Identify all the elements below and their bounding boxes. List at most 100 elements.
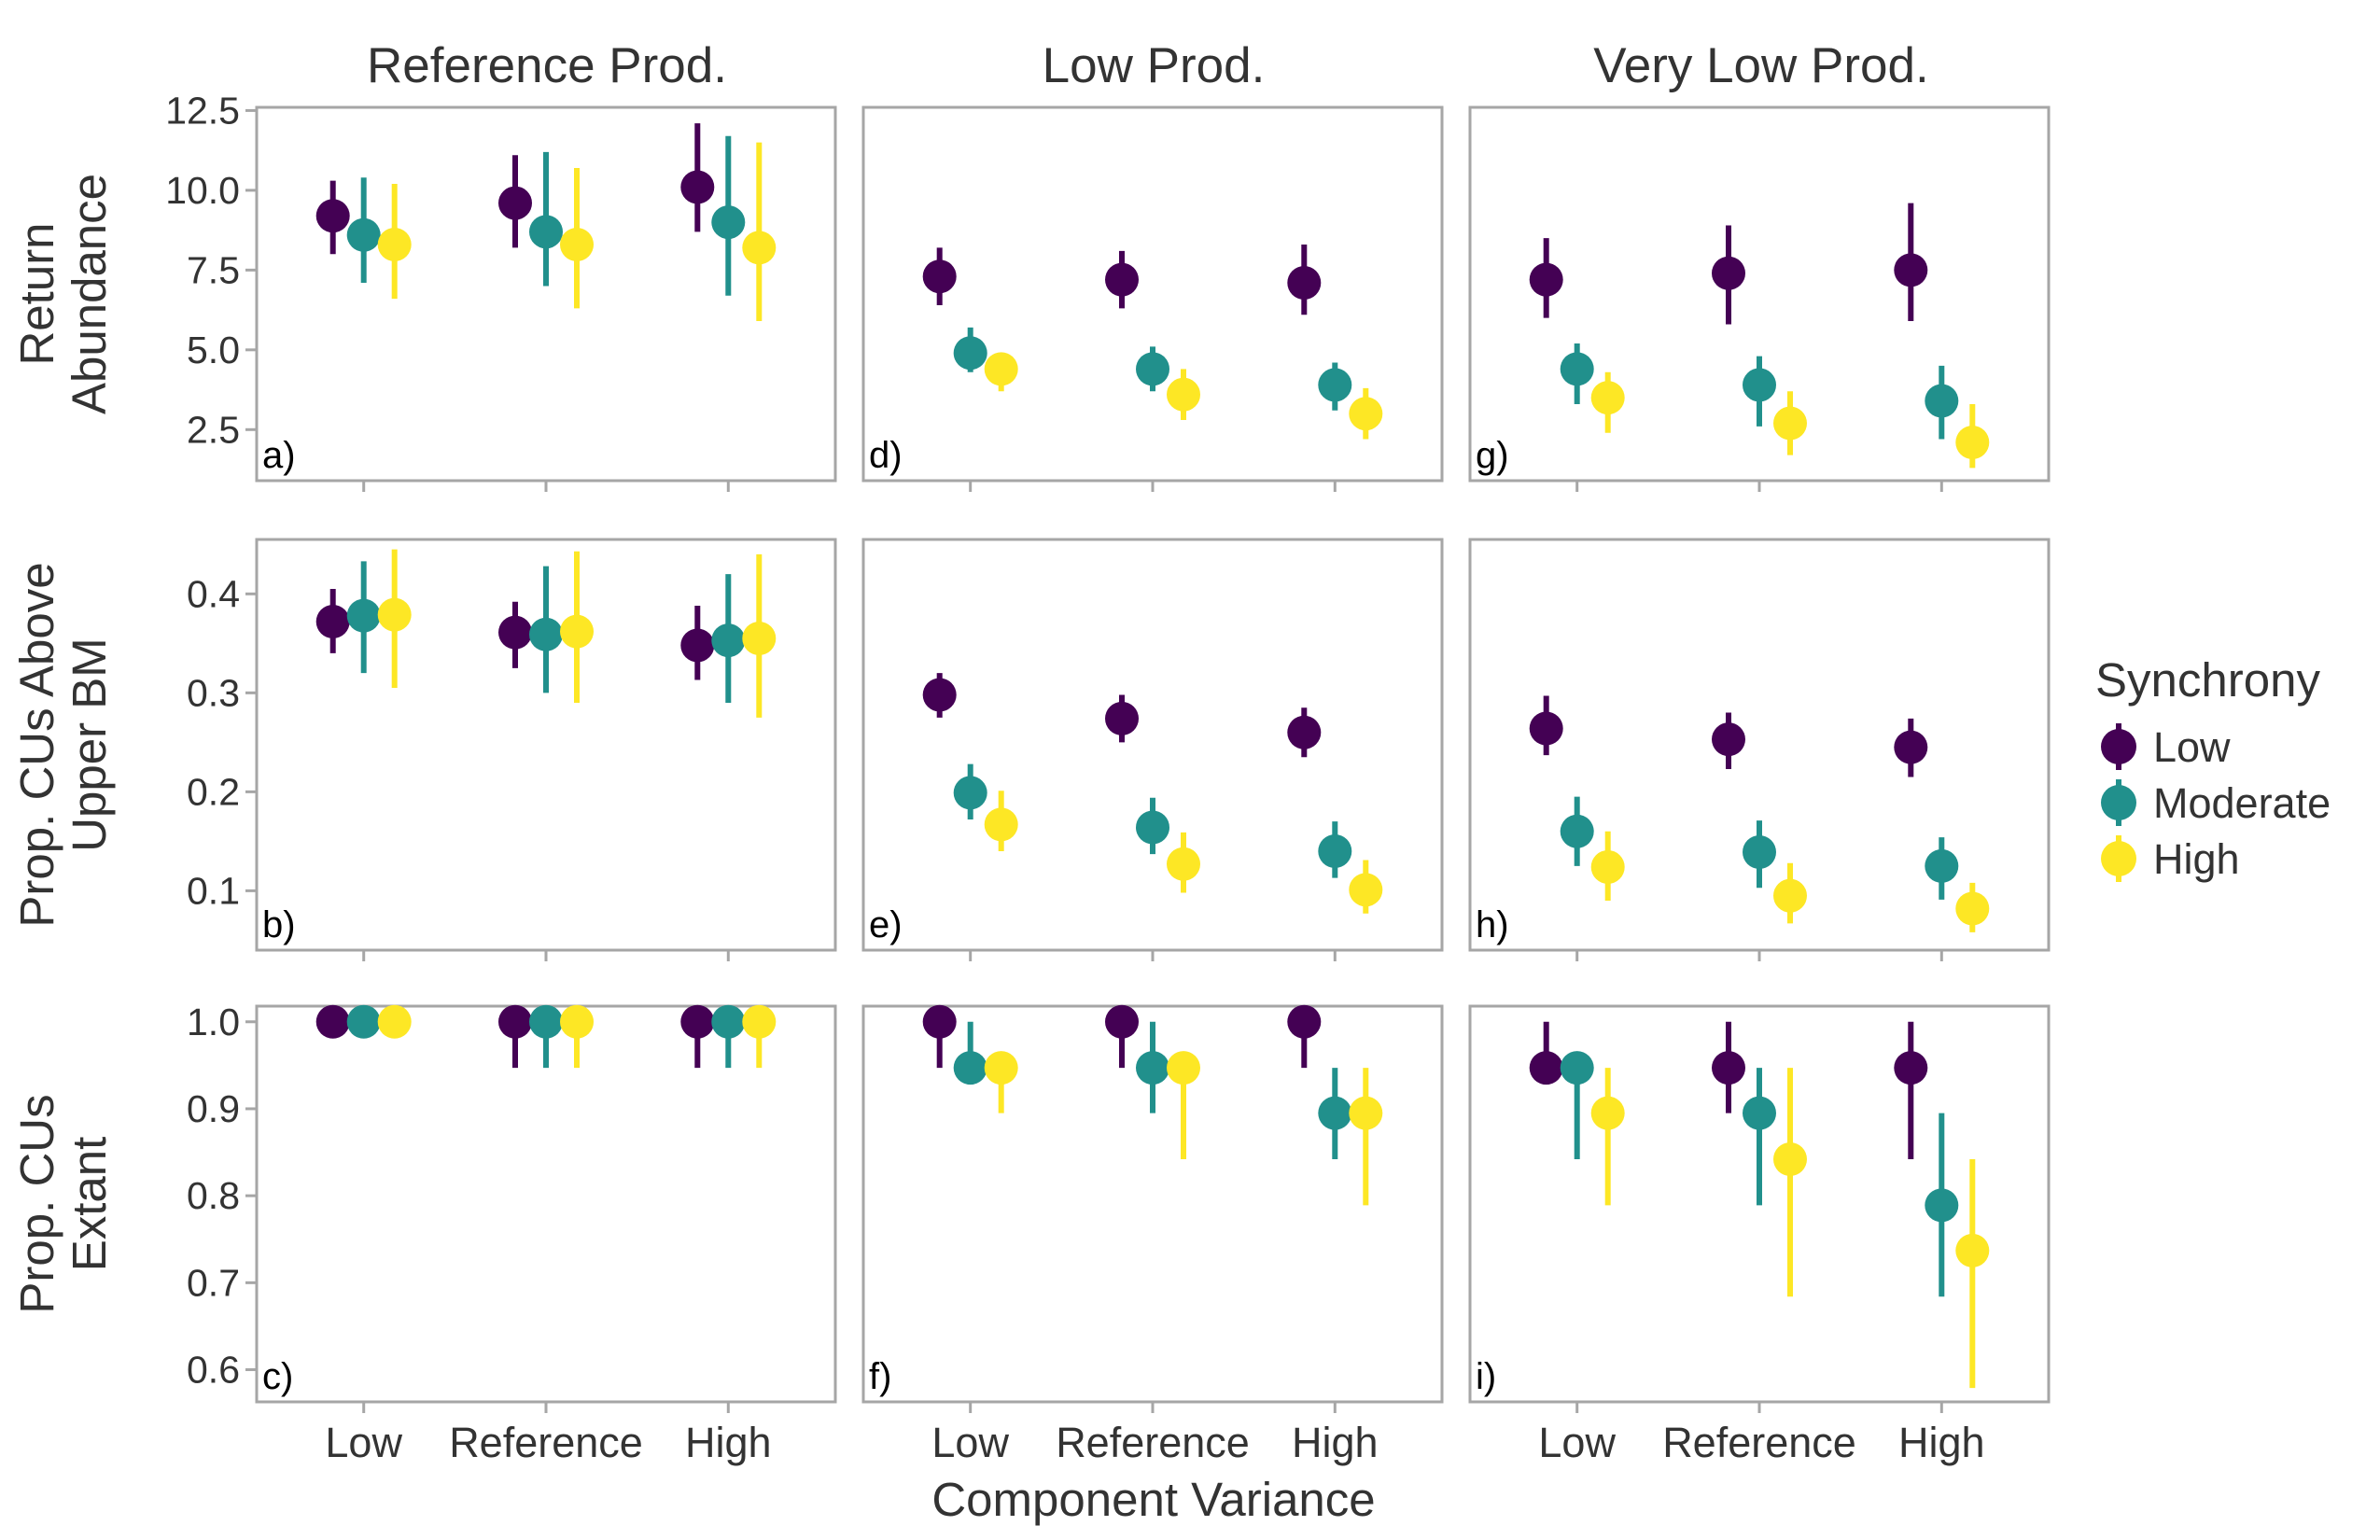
data-point-low xyxy=(1105,701,1139,735)
data-point-moderate xyxy=(346,598,381,633)
data-point-high xyxy=(377,1004,412,1039)
data-point-moderate xyxy=(529,215,563,249)
y-axis-title-row-2: Prop. CUs AboveUpper BM xyxy=(10,562,116,927)
facet-label: i) xyxy=(1476,1356,1496,1397)
data-point-moderate xyxy=(346,1004,381,1039)
facet-label: f) xyxy=(869,1356,891,1397)
y-tick-label: 0.4 xyxy=(187,572,240,615)
column-header-low-prod: Low Prod. xyxy=(1043,38,1266,93)
data-point-low xyxy=(1287,266,1322,301)
data-point-low xyxy=(1105,262,1139,297)
data-point-low xyxy=(498,615,532,650)
facet-b: b) xyxy=(262,549,777,945)
facet-d: d) xyxy=(869,245,1383,476)
data-point-low xyxy=(315,605,350,638)
data-point-moderate xyxy=(1318,368,1352,402)
facet-label: d) xyxy=(869,435,903,476)
data-point-moderate xyxy=(1318,1096,1352,1130)
data-point-high xyxy=(984,1051,1018,1085)
x-tick-label-high: High xyxy=(1292,1419,1379,1466)
data-point-high xyxy=(1590,381,1625,415)
y-tick-label: 2.5 xyxy=(187,408,240,451)
data-point-moderate xyxy=(711,1004,746,1039)
y-tick-label: 0.1 xyxy=(187,869,240,912)
data-point-high xyxy=(1349,873,1383,907)
y-tick-label: 10.0 xyxy=(165,169,240,212)
data-point-low xyxy=(1894,730,1928,764)
y-tick-label: 0.3 xyxy=(187,671,240,714)
facet-f: f) xyxy=(869,1004,1383,1397)
y-tick-label: 0.2 xyxy=(187,770,240,813)
y-tick-label: 7.5 xyxy=(187,248,240,291)
panel-frame xyxy=(1468,538,2051,952)
facet-c: c) xyxy=(262,1004,777,1397)
y-tick-label: 1.0 xyxy=(187,1001,240,1043)
column-header-reference-prod: Reference Prod. xyxy=(367,38,727,93)
x-axis-title: Component Variance xyxy=(931,1473,1375,1526)
data-point-low xyxy=(1287,715,1322,749)
x-tick-label-low: Low xyxy=(325,1419,402,1466)
data-point-high xyxy=(1167,1051,1200,1085)
data-point-moderate xyxy=(1560,1051,1594,1085)
data-point-low xyxy=(1712,722,1745,757)
data-point-low xyxy=(1287,1004,1322,1039)
data-point-moderate xyxy=(346,217,381,252)
data-point-high xyxy=(984,807,1018,842)
data-point-high xyxy=(377,228,412,262)
data-point-low xyxy=(1529,262,1563,297)
y-tick-label: 0.7 xyxy=(187,1261,240,1304)
data-point-high xyxy=(1955,891,1990,926)
data-point-low xyxy=(680,628,715,663)
data-point-high xyxy=(1167,377,1200,412)
data-point-high xyxy=(560,228,594,262)
data-point-moderate xyxy=(1925,384,1959,418)
facet-label: h) xyxy=(1476,904,1509,945)
data-point-low xyxy=(1712,256,1745,290)
data-point-moderate xyxy=(953,776,987,810)
legend-title: Synchrony xyxy=(2095,653,2320,707)
data-point-moderate xyxy=(1560,814,1594,848)
data-point-high xyxy=(1590,849,1625,884)
data-point-moderate xyxy=(1743,835,1776,870)
data-point-low xyxy=(315,1004,350,1039)
facet-g: g) xyxy=(1476,203,1990,476)
facet-a: a) xyxy=(262,123,777,476)
data-point-moderate xyxy=(711,205,746,240)
facet-h: h) xyxy=(1476,695,1990,945)
data-point-high xyxy=(742,622,777,656)
data-point-moderate xyxy=(529,1004,563,1039)
y-axis-title-row-3: Prop. CUsExtant xyxy=(10,1094,116,1313)
data-point-low xyxy=(1712,1051,1745,1085)
data-point-low xyxy=(315,199,350,233)
legend-key-high xyxy=(2101,841,2136,876)
y-axis-title-row-1: ReturnAbundance xyxy=(10,174,116,414)
x-axis: Component Variance Low Reference High Low Re… xyxy=(325,1419,1984,1526)
data-point-high xyxy=(560,1004,594,1039)
data-point-low xyxy=(680,1004,715,1039)
data-point-high xyxy=(1955,1233,1990,1267)
data-point-moderate xyxy=(1136,1051,1169,1085)
legend-label-moderate: Moderate xyxy=(2153,779,2331,827)
legend-key-low xyxy=(2101,729,2136,764)
y-tick-label: 0.8 xyxy=(187,1174,240,1217)
facet-label: a) xyxy=(262,435,296,476)
data-point-high xyxy=(742,1004,777,1039)
column-header-very-low-prod: Very Low Prod. xyxy=(1593,38,1928,93)
data-point-moderate xyxy=(1136,810,1169,845)
data-point-low xyxy=(1529,711,1563,746)
data-point-low xyxy=(922,678,957,712)
data-point-moderate xyxy=(1743,368,1776,402)
y-tick-label: 0.6 xyxy=(187,1349,240,1392)
facet-i: i) xyxy=(1476,1021,1990,1397)
legend-label-high: High xyxy=(2153,835,2240,883)
data-point-low xyxy=(498,186,532,220)
data-point-high xyxy=(1349,397,1383,431)
data-point-low xyxy=(680,170,715,204)
data-point-high xyxy=(1955,425,1990,459)
row-axis-labels: ReturnAbundance Prop. CUs AboveUpper BM Pr… xyxy=(10,174,116,1314)
data-point-moderate xyxy=(711,623,746,658)
y-tick-label: 12.5 xyxy=(165,89,240,132)
data-point-low xyxy=(1105,1004,1139,1039)
data-point-high xyxy=(1773,406,1807,441)
data-point-high xyxy=(1590,1096,1625,1130)
